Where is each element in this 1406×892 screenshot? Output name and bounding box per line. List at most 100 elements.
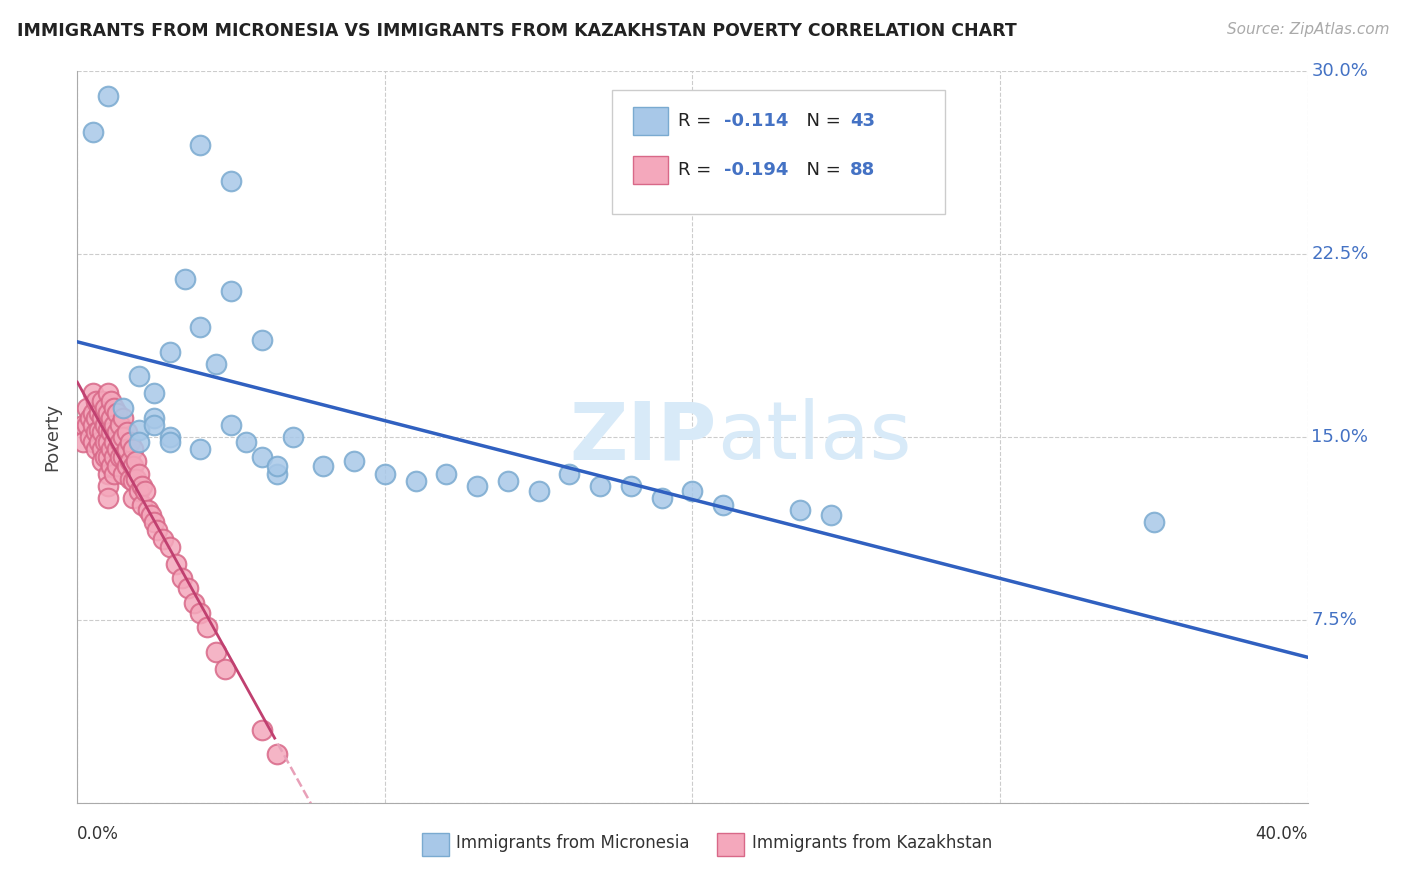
Point [131,499,153,513]
Point [188,137,212,152]
FancyBboxPatch shape [717,833,744,856]
Point [558,467,581,481]
Point [94,434,117,449]
Point [97,406,120,420]
Point [97,88,120,103]
Point [94,401,117,415]
Point [250,333,273,347]
Point [620,479,643,493]
Point [90,393,114,408]
Text: IMMIGRANTS FROM MICRONESIA VS IMMIGRANTS FROM KAZAKHSTAN POVERTY CORRELATION CHA: IMMIGRANTS FROM MICRONESIA VS IMMIGRANTS… [17,22,1017,40]
Y-axis label: Poverty: Poverty [44,403,62,471]
Point [90,410,114,425]
Point [266,467,288,481]
Point [100,393,122,408]
Point [76,417,98,432]
Point [143,516,166,530]
Point [496,474,519,488]
Point [136,503,159,517]
Text: Immigrants from Kazakhstan: Immigrants from Kazakhstan [752,834,991,852]
Point [188,442,212,457]
Point [219,174,242,188]
Point [103,450,125,464]
Point [204,357,226,371]
Point [789,503,811,517]
Point [82,386,104,401]
Point [84,425,107,440]
Point [97,450,120,464]
Point [121,459,143,474]
Point [174,271,197,285]
Point [159,344,181,359]
Point [312,459,335,474]
Point [589,479,612,493]
Point [97,423,120,437]
Point [84,393,107,408]
Point [84,442,107,457]
Point [143,417,166,432]
Point [128,434,150,449]
Point [250,450,273,464]
Point [118,471,141,485]
Point [121,442,143,457]
Point [82,417,104,432]
Point [79,430,101,444]
Point [266,459,288,474]
Point [112,450,135,464]
Point [141,508,163,522]
FancyBboxPatch shape [634,156,668,184]
Point [266,747,288,761]
Point [143,410,166,425]
Point [105,442,128,457]
Point [110,417,132,432]
Point [125,471,148,485]
Point [82,406,104,420]
Point [125,454,148,468]
Point [97,434,120,449]
Point [343,454,366,468]
Text: atlas: atlas [717,398,911,476]
Point [1143,516,1166,530]
Text: 7.5%: 7.5% [1312,611,1357,629]
Point [97,386,120,401]
Point [128,483,150,498]
Point [121,474,143,488]
Point [651,491,673,505]
FancyBboxPatch shape [634,107,668,135]
Text: ZIP: ZIP [569,398,717,476]
Point [527,483,550,498]
Point [100,425,122,440]
Text: -0.194: -0.194 [724,161,789,179]
Point [103,401,125,415]
Point [820,508,842,522]
Point [94,450,117,464]
Point [100,459,122,474]
Point [159,430,181,444]
Point [183,596,205,610]
Text: N =: N = [794,112,846,130]
FancyBboxPatch shape [613,90,945,214]
Text: 40.0%: 40.0% [1256,825,1308,843]
Point [97,491,120,505]
Point [134,483,156,498]
Point [121,491,143,505]
Point [128,369,150,384]
Text: 15.0%: 15.0% [1312,428,1368,446]
Point [110,434,132,449]
Text: 88: 88 [851,161,875,179]
Point [97,479,120,493]
Point [105,406,128,420]
Point [94,417,117,432]
Point [195,620,218,634]
Point [112,430,135,444]
Point [87,434,110,449]
Point [281,430,304,444]
Point [72,417,94,432]
Point [146,523,169,537]
Point [82,125,104,139]
Point [82,434,104,449]
Point [110,450,132,464]
Text: Immigrants from Micronesia: Immigrants from Micronesia [457,834,690,852]
Point [115,459,138,474]
Point [436,467,458,481]
